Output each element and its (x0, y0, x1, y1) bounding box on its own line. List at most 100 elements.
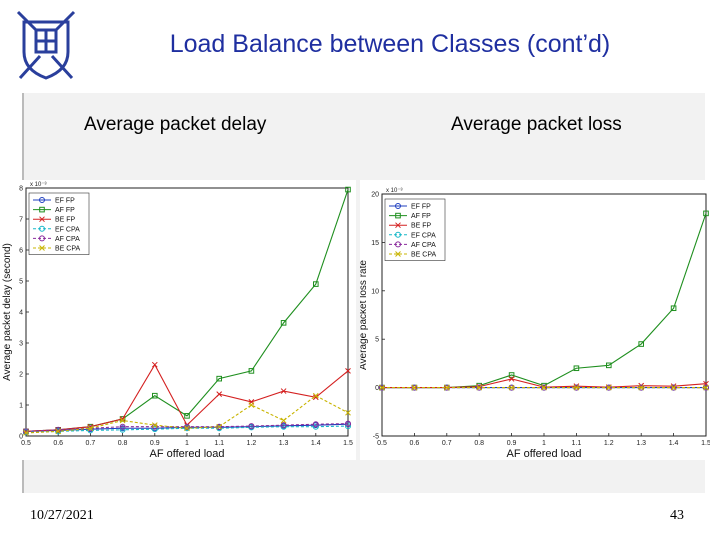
data-point (345, 409, 351, 416)
x-tick-label: 0.7 (86, 440, 96, 447)
legend-entry: BE FP (411, 223, 432, 230)
x-tick-label: 0.9 (150, 440, 160, 447)
legend-entry: BE CPA (55, 246, 80, 253)
legend-entry: AF CPA (55, 236, 80, 243)
data-point (541, 384, 547, 391)
data-point (184, 423, 190, 430)
y-tick-label: 1 (19, 403, 23, 410)
y-tick-label: 0 (19, 434, 23, 441)
data-point (638, 341, 644, 347)
legend-marker (39, 206, 45, 213)
y-tick-label: 5 (19, 279, 23, 286)
data-point (670, 305, 677, 312)
data-point (55, 426, 62, 433)
legend-marker (39, 197, 45, 203)
data-point (312, 423, 319, 430)
x-tick-label: 0.8 (474, 440, 484, 447)
data-point (508, 376, 515, 382)
data-point (119, 426, 126, 433)
legend-entry: BE CPA (411, 252, 436, 259)
data-point (476, 383, 483, 390)
x-tick-label: 1.5 (701, 440, 710, 447)
y-axis-label: Average packet delay (second) (2, 243, 13, 381)
data-point (573, 384, 580, 391)
data-point (216, 375, 222, 382)
x-tick-label: 1.4 (311, 440, 321, 447)
legend: EF FP AF FP BE FP EF CPA AF CPA BE CPA (28, 192, 90, 255)
x-tick-label: 1.2 (247, 440, 257, 447)
data-point (151, 423, 158, 430)
slide-date: 10/27/2021 (30, 508, 94, 523)
legend-entry: AF FP (55, 207, 75, 214)
slide-page-number: 43 (670, 508, 684, 523)
data-point (411, 384, 418, 391)
series-line (25, 423, 349, 432)
legend-marker (395, 251, 401, 257)
data-point (345, 186, 351, 193)
y-tick-label: 3 (19, 341, 23, 348)
data-point (508, 372, 515, 378)
data-point (280, 388, 287, 394)
data-point (345, 420, 351, 427)
legend-marker (395, 203, 401, 209)
data-point (248, 368, 255, 374)
x-tick-label: 1.1 (214, 440, 224, 447)
x-tick-label: 1.3 (279, 440, 289, 447)
data-point (345, 423, 351, 430)
x-tick-label: 1.4 (669, 440, 679, 447)
data-point (670, 384, 677, 391)
y-tick-label: 5 (375, 337, 379, 344)
legend-box (28, 192, 90, 255)
x-tick-label: 0.5 (21, 440, 31, 447)
loss-chart-subtitle: Average packet loss (451, 114, 622, 135)
data-point (280, 422, 287, 429)
x-tick-label: 0.8 (118, 440, 128, 447)
data-point (638, 384, 645, 391)
x-tick-label: 0.5 (377, 440, 387, 447)
legend-entry: EF CPA (411, 232, 436, 239)
data-point (411, 384, 418, 391)
data-point (23, 428, 29, 435)
legend-marker (395, 231, 401, 238)
x-tick-label: 1.3 (636, 440, 646, 447)
data-point (216, 423, 223, 430)
data-point (703, 384, 709, 391)
data-point (280, 320, 287, 326)
x-tick-label: 1.1 (572, 440, 582, 447)
data-point (605, 384, 612, 391)
data-point (23, 430, 29, 436)
x-tick-label: 1.2 (604, 440, 614, 447)
data-point (152, 392, 158, 399)
data-point (184, 425, 190, 432)
legend-entry: EF CPA (55, 226, 80, 233)
series-be-cpa (379, 384, 709, 391)
data-point (312, 394, 319, 401)
university-logo (16, 10, 76, 80)
y-tick-label: 0 (375, 385, 379, 392)
x-tick-label: 1 (185, 440, 189, 447)
data-point (670, 384, 677, 391)
y-tick-label: 6 (19, 248, 23, 255)
data-point (605, 384, 612, 391)
delay-chart-subtitle: Average packet delay (84, 114, 267, 135)
legend-marker (39, 245, 45, 251)
series-af-cpa (23, 420, 351, 435)
x-tick-label: 0.7 (442, 440, 452, 447)
data-point (476, 384, 483, 391)
legend-box (384, 198, 446, 261)
data-point (87, 425, 94, 432)
y-tick-label: 7 (19, 217, 23, 224)
delay-chart: 0 1 2 3 4 5 6 7 8 0.5 0.6 0.7 0.8 0.9 1 1.1 1.2 1.3 1.4 1.5… (0, 180, 356, 460)
legend-entry: EF FP (55, 198, 75, 205)
data-point (670, 383, 677, 390)
legend-entry: AF CPA (411, 242, 436, 249)
data-point (248, 402, 255, 408)
legend-marker (395, 222, 401, 229)
data-point (119, 417, 126, 424)
series-line (25, 423, 349, 432)
legend-marker (395, 241, 401, 248)
data-point (443, 384, 450, 391)
loss-chart: -5 0 5 10 15 20 0.5 0.6 0.7 0.8 0.9 1 1.1 1.2 1.3 1.4 1.… (360, 180, 710, 460)
data-point (151, 426, 158, 433)
series-be-cpa (23, 392, 351, 436)
